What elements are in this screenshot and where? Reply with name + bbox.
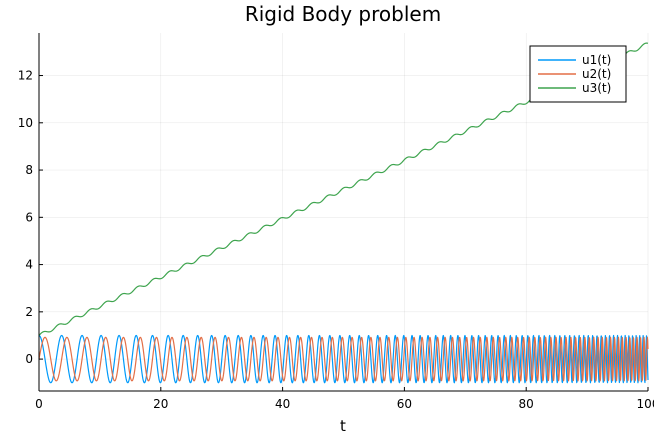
- x-tick-label: 40: [275, 397, 290, 411]
- x-tick-label: 0: [35, 397, 43, 411]
- x-axis-label: t: [340, 417, 346, 435]
- y-tick-label: 12: [18, 69, 33, 83]
- x-tick-label: 60: [397, 397, 412, 411]
- series-line-2: [38, 336, 649, 382]
- legend-label: u1(t): [582, 53, 611, 67]
- legend-label: u2(t): [582, 67, 611, 81]
- series-line-1: [38, 334, 649, 384]
- y-tick-label: 0: [25, 352, 33, 366]
- y-tick-label: 6: [25, 210, 33, 224]
- y-tick-label: 4: [25, 258, 33, 272]
- x-tick-label: 100: [637, 397, 654, 411]
- x-tick-label: 80: [519, 397, 534, 411]
- tick-labels: 0 20 40 60 80 100 0 2 4 6 8 10 12: [18, 69, 654, 411]
- y-tick-label: 8: [25, 163, 33, 177]
- x-tick-label: 20: [153, 397, 168, 411]
- legend: u1(t)u2(t)u3(t): [529, 45, 627, 103]
- y-tick-label: 10: [18, 116, 33, 130]
- legend-label: u3(t): [582, 81, 611, 95]
- y-tick-label: 2: [25, 305, 33, 319]
- axes: [38, 33, 649, 392]
- chart-title: Rigid Body problem: [245, 2, 441, 26]
